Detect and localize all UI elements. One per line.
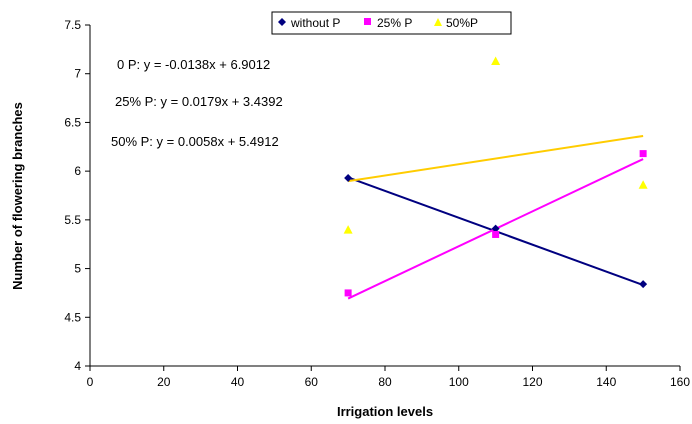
equation-50-p: 50% P: y = 0.0058x + 5.4912	[111, 134, 279, 149]
x-tick-label: 60	[305, 375, 319, 389]
x-tick-label: 100	[449, 375, 469, 389]
y-tick-label: 6	[74, 164, 81, 178]
x-tick-label: 160	[670, 375, 690, 389]
y-tick-label: 7	[74, 67, 81, 81]
legend: without P 25% P 50%P	[271, 11, 512, 35]
legend-marker-50-p	[434, 18, 442, 26]
axes	[89, 25, 680, 367]
legend-marker-without-p	[278, 18, 286, 26]
trendline-50-p	[347, 134, 644, 183]
x-tick-label: 40	[231, 375, 245, 389]
data-point-50-p	[491, 56, 501, 66]
legend-marker-25-p	[364, 18, 371, 25]
data-point-25-p	[344, 289, 352, 297]
x-axis-title: Irrigation levels	[337, 404, 433, 419]
trendlines	[347, 134, 644, 300]
data-point-50-p	[343, 225, 353, 234]
ticks: 0 20 40 60 80 100 120 140 160 4 4.5 5 5.5 6 6.5 7 7.5	[64, 18, 690, 389]
y-tick-label: 6.5	[64, 115, 81, 129]
y-tick-label: 4.5	[64, 310, 81, 324]
y-axis-title: Number of flowering branches	[10, 102, 25, 290]
y-tick-label: 5	[74, 262, 81, 276]
x-tick-label: 120	[522, 375, 542, 389]
x-tick-label: 80	[378, 375, 392, 389]
data-point-25-p	[639, 150, 647, 158]
legend-label-25-p: 25% P	[377, 16, 412, 30]
data-point-without-p	[491, 224, 500, 233]
equation-without-p: 0 P: y = -0.0138x + 6.9012	[117, 57, 270, 72]
x-tick-label: 140	[596, 375, 616, 389]
y-tick-label: 4	[74, 359, 81, 373]
x-tick-label: 20	[157, 375, 171, 389]
x-tick-label: 0	[87, 375, 94, 389]
legend-label-without-p: without P	[290, 16, 340, 30]
data-point-without-p	[344, 173, 353, 182]
data-point-25-p	[492, 230, 500, 238]
markers	[343, 56, 648, 297]
y-tick-label: 5.5	[64, 213, 81, 227]
legend-box	[271, 11, 512, 35]
equation-25-p: 25% P: y = 0.0179x + 3.4392	[115, 94, 283, 109]
y-tick-label: 7.5	[64, 18, 81, 32]
data-point-without-p	[639, 280, 648, 289]
legend-label-50-p: 50%P	[446, 16, 478, 30]
data-point-50-p	[638, 180, 648, 189]
